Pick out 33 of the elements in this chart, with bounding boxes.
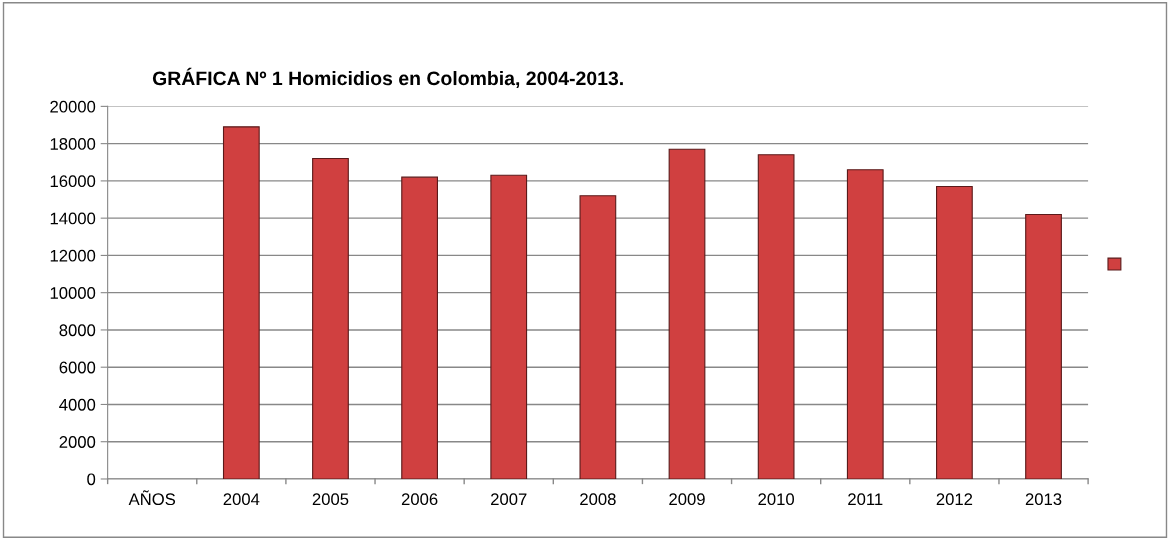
y-tick-label: 8000: [59, 324, 96, 337]
x-tick-label: 2006: [401, 493, 438, 506]
x-tick-label: 2009: [669, 493, 705, 506]
y-tick-label: 0: [87, 473, 96, 486]
x-tick-label: 2012: [936, 493, 973, 506]
y-tick-label: 20000: [50, 100, 96, 113]
y-tick-label: 10000: [50, 287, 96, 299]
bar: [668, 148, 706, 479]
x-tick-label: 2005: [312, 493, 349, 506]
bar: [312, 157, 349, 479]
bar: [757, 154, 795, 479]
bar: [490, 174, 528, 479]
y-tick-label: 18000: [50, 138, 96, 150]
bar: [579, 195, 617, 479]
x-tick-label: 2010: [758, 493, 795, 506]
x-tick-label: 2011: [848, 493, 883, 506]
x-tick-label: 2004: [223, 493, 260, 506]
y-tick-label: 6000: [59, 361, 96, 374]
bar: [846, 169, 884, 479]
x-tick-label: 2008: [580, 493, 616, 506]
y-tick-label: 4000: [59, 398, 96, 411]
bar: [936, 185, 973, 479]
y-tick-label: 16000: [50, 175, 96, 188]
bar: [222, 126, 260, 479]
y-tick-label: 12000: [50, 249, 96, 262]
bar: [1025, 213, 1062, 479]
chart-title: GRÁFICA Nº 1 Homicidios en Colombia, 2004-2013.: [152, 67, 623, 89]
x-tick-label: 2013: [1025, 493, 1062, 506]
y-tick-label: 14000: [50, 212, 96, 225]
x-tick-label: AÑOS: [128, 490, 176, 506]
bar: [401, 176, 438, 479]
x-tick-label: 2007: [491, 493, 527, 506]
y-tick-label: 2000: [59, 436, 96, 448]
